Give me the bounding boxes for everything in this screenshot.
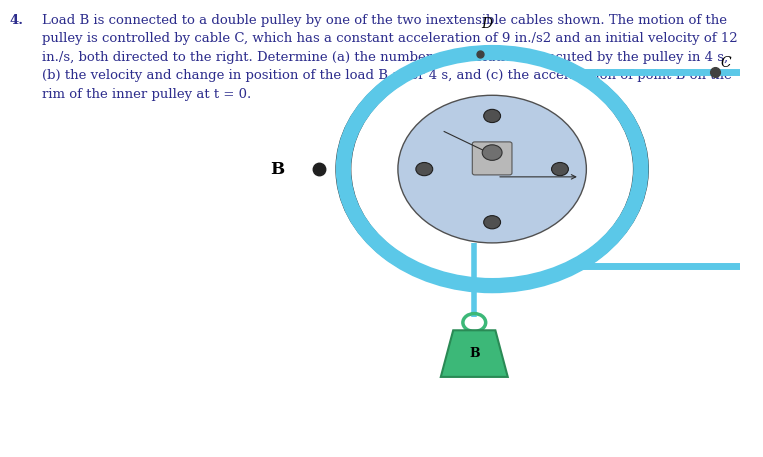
Text: D: D bbox=[481, 17, 493, 31]
FancyBboxPatch shape bbox=[472, 142, 512, 175]
Text: B: B bbox=[469, 347, 480, 360]
Circle shape bbox=[484, 109, 501, 122]
Text: B: B bbox=[269, 160, 284, 178]
Circle shape bbox=[484, 216, 501, 229]
Text: C: C bbox=[720, 56, 731, 70]
Polygon shape bbox=[441, 330, 507, 377]
Text: Load B is connected to a double pulley by one of the two inextensible cables sho: Load B is connected to a double pulley b… bbox=[42, 14, 738, 101]
Circle shape bbox=[552, 163, 568, 175]
Text: 3 in.: 3 in. bbox=[467, 124, 494, 137]
Circle shape bbox=[416, 163, 433, 175]
Text: A: A bbox=[450, 139, 460, 153]
Text: 4.: 4. bbox=[10, 14, 24, 27]
Circle shape bbox=[398, 96, 586, 243]
Circle shape bbox=[482, 145, 502, 160]
Text: 5 in.: 5 in. bbox=[542, 172, 568, 185]
